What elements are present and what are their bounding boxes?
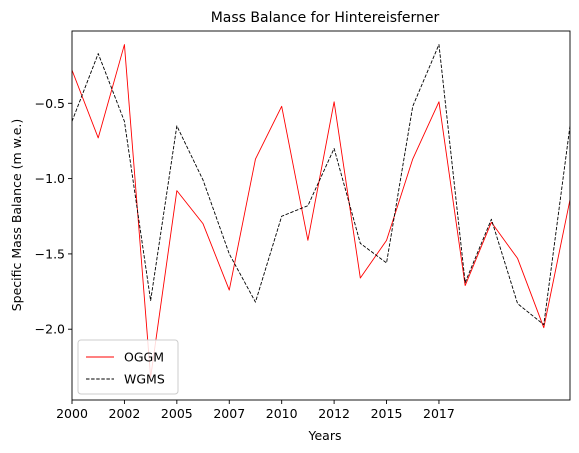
legend-box (77, 339, 179, 395)
chart-title: Mass Balance for Hintereisferner (211, 10, 440, 26)
legend-label-oggm: OGGM (124, 350, 164, 365)
x-tick-label: 2015 (371, 406, 403, 421)
legend-label-wgms: WGMS (124, 372, 165, 387)
y-tick-label: −2.0 (35, 322, 65, 337)
x-tick-label: 2005 (161, 406, 193, 421)
axes-frame (71, 30, 571, 401)
x-tick-label: 2012 (318, 406, 350, 421)
x-tick-label: 2000 (56, 406, 88, 421)
axes: 2000 2002 2005 2007 2010 2012 2015 2017 −0.5 −1.0… (35, 30, 571, 421)
x-axis-label: Years (308, 428, 342, 443)
y-axis-label: Specific Mass Balance (m w.e.) (9, 119, 24, 312)
x-tick-label: 2010 (266, 406, 298, 421)
x-tick-label: 2002 (109, 406, 141, 421)
series-line-oggm (72, 44, 570, 378)
legend: OGGM WGMS (77, 339, 179, 395)
y-tick-label: −0.5 (35, 96, 65, 111)
y-tick-label: −1.5 (35, 246, 65, 261)
x-tick-label: 2007 (213, 406, 245, 421)
y-tick-label: −1.0 (35, 171, 65, 186)
series-line-wgms (72, 44, 570, 326)
x-tick-label: 2017 (423, 406, 455, 421)
plot-area (72, 44, 570, 378)
